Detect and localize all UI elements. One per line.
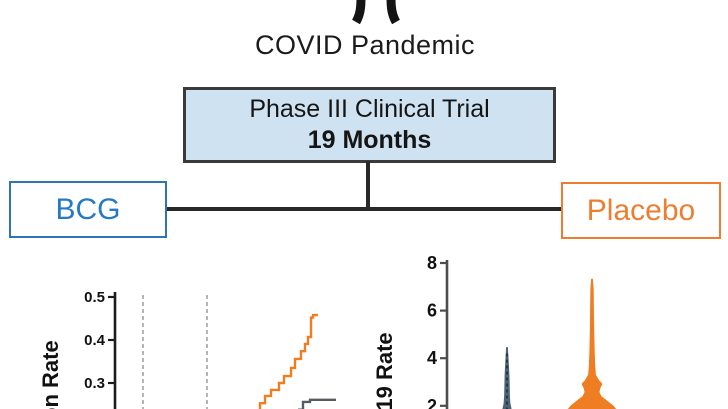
placebo-label: Placebo xyxy=(586,193,696,227)
trial-box-duration: 19 Months xyxy=(307,126,432,154)
glyph-right-leg xyxy=(386,0,400,24)
glyph-left-leg xyxy=(352,0,366,24)
cropped-pictogram-legs-glyph xyxy=(352,0,400,24)
y-tick-label: 4 xyxy=(427,348,437,368)
covid19-rate-violin-chart: 8 6 4 2 COVID-19 Rate xyxy=(372,253,617,409)
step-series-placebo xyxy=(258,313,318,409)
infection-rate-step-chart: 0.5 0.4 0.3 Infection Rate xyxy=(38,289,336,409)
y-tick-label: 2 xyxy=(427,396,437,409)
y-tick-label: 6 xyxy=(427,301,437,321)
y-tick-label: 0.5 xyxy=(84,289,105,306)
y-tick-label: 0.4 xyxy=(84,332,106,349)
y-tick-label: 0.3 xyxy=(84,375,105,392)
bcg-label: BCG xyxy=(55,192,121,226)
covid-pandemic-label: COVID Pandemic xyxy=(254,30,476,60)
trial-box: Phase III Clinical Trial 19 Months xyxy=(183,87,556,163)
y-axis-title: COVID-19 Rate xyxy=(372,332,397,409)
arm-box-bcg: BCG xyxy=(9,181,167,238)
y-tick-label: 8 xyxy=(427,253,437,273)
y-axis-title: Infection Rate xyxy=(38,340,63,409)
arm-box-placebo: Placebo xyxy=(561,182,721,239)
connector-vertical xyxy=(366,161,370,211)
trial-box-title: Phase III Clinical Trial xyxy=(249,94,490,123)
step-series-bcg xyxy=(298,398,336,409)
connector-horizontal xyxy=(167,207,561,211)
violin-placebo xyxy=(567,278,617,409)
